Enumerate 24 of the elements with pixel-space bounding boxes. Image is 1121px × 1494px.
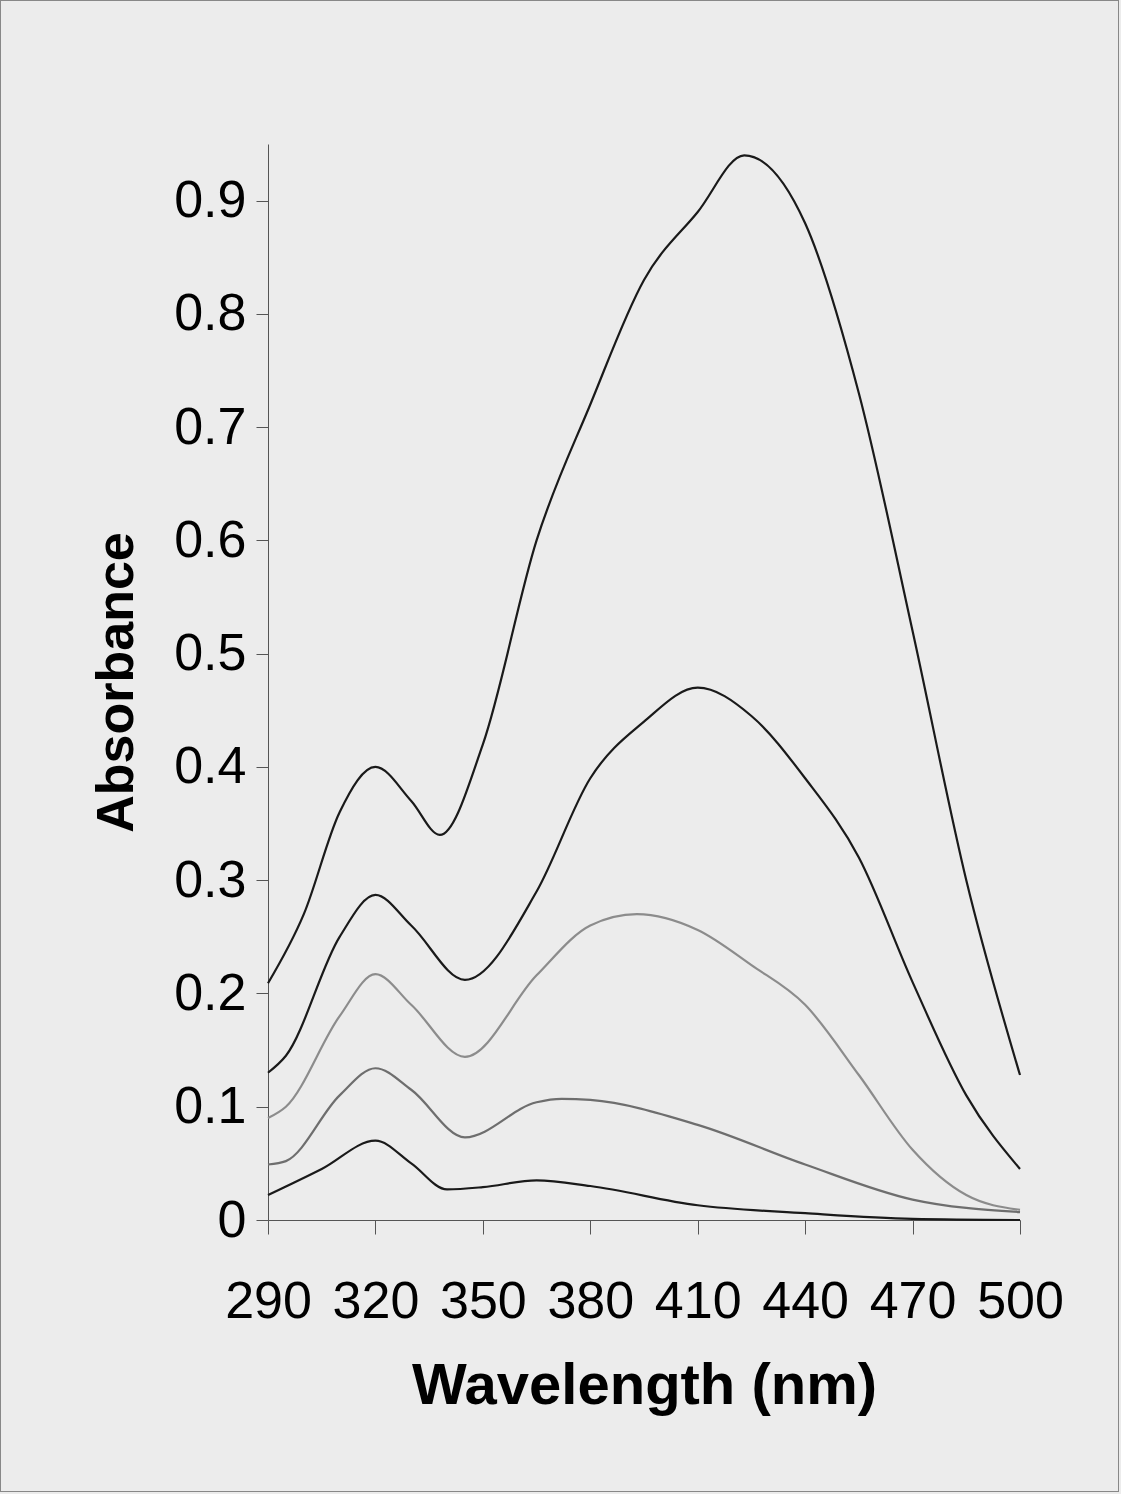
y-tick-label: 0 [217, 1189, 247, 1248]
line-series [266, 154, 1022, 1077]
x-tick-label: 470 [869, 1270, 957, 1329]
y-tick-label: 0.4 [174, 736, 247, 795]
y-tick-label: 0.2 [174, 962, 247, 1021]
y-tick-label: 0.5 [174, 623, 247, 682]
x-tick-label: 350 [439, 1270, 527, 1329]
y-tick-label: 0.1 [174, 1076, 247, 1135]
y-tick-label: 0.8 [174, 283, 247, 342]
x-tick-label: 440 [762, 1270, 850, 1329]
y-tick-label: 0.9 [174, 170, 247, 229]
y-tick-label: 0.3 [174, 849, 247, 908]
line-series [266, 1067, 1022, 1214]
line-series [266, 686, 1022, 1171]
x-axis-title: Wavelength (nm) [411, 1350, 878, 1416]
x-tick-label: 380 [547, 1270, 635, 1329]
x-tick-label: 500 [977, 1270, 1064, 1329]
x-tick-label: 410 [654, 1270, 742, 1329]
line-series [266, 913, 1022, 1211]
y-tick-label: 0.7 [174, 396, 247, 455]
y-tick-label: 0.6 [174, 509, 247, 568]
x-tick-label: 290 [225, 1270, 312, 1329]
y-axis-title: Absorbance [86, 532, 145, 833]
x-tick-label: 320 [332, 1270, 420, 1329]
